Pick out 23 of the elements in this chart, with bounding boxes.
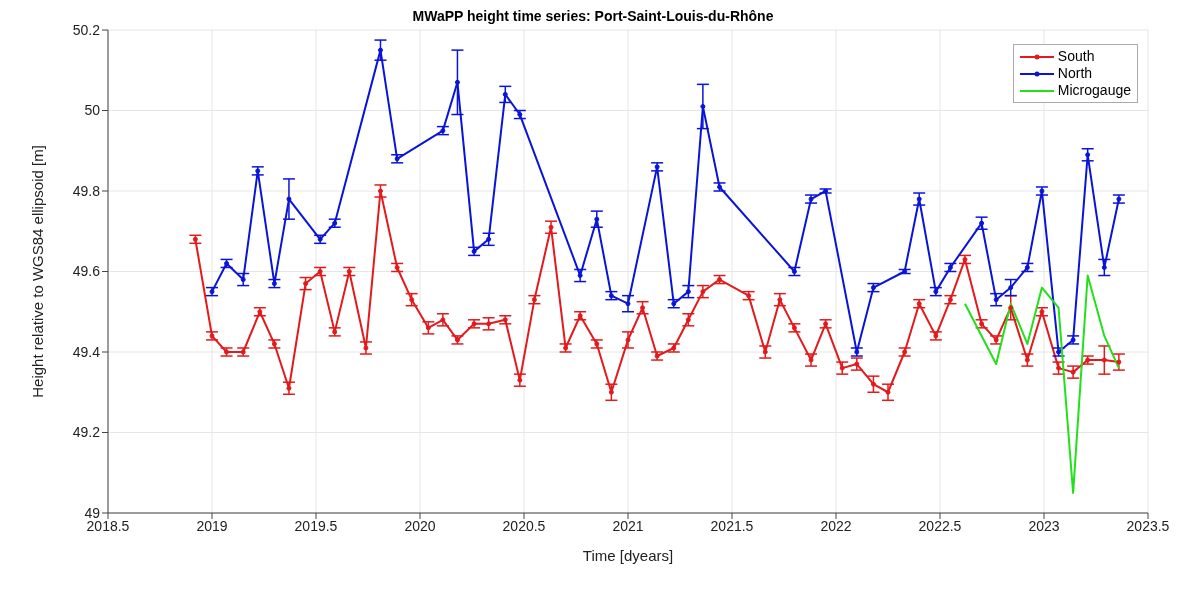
chart-title: MWaPP height time series: Port-Saint-Louis-du-Rhône xyxy=(412,8,774,24)
x-axis-title: Time [dyears] xyxy=(582,547,674,564)
x-tick-label: 2019.5 xyxy=(294,517,338,534)
y-tick-label: 49.2 xyxy=(72,424,101,441)
y-tick-label: 50.2 xyxy=(72,21,101,38)
y-tick-label: 49.4 xyxy=(72,343,101,360)
x-tick-label: 2023.5 xyxy=(1126,517,1170,534)
y-tick-label: 50 xyxy=(84,102,101,119)
legend-label: South xyxy=(1057,48,1095,65)
legend-label: North xyxy=(1057,65,1093,82)
legend-label: Microgauge xyxy=(1057,82,1131,99)
x-tick-label: 2021 xyxy=(612,517,644,534)
y-tick-label: 49.6 xyxy=(72,263,101,280)
y-tick-label: 49.8 xyxy=(72,182,101,199)
x-tick-label: 2022 xyxy=(820,517,852,534)
x-tick-label: 2021.5 xyxy=(710,517,754,534)
y-axis-title: Height relative to WGS84 ellipsoid [m] xyxy=(29,145,47,398)
x-tick-label: 2020 xyxy=(404,517,436,534)
x-tick-label: 2022.5 xyxy=(918,517,962,534)
x-tick-label: 2019 xyxy=(196,517,228,534)
x-tick-label: 2023 xyxy=(1028,517,1060,534)
line-series xyxy=(963,274,1120,494)
x-tick-label: 2020.5 xyxy=(502,517,546,534)
